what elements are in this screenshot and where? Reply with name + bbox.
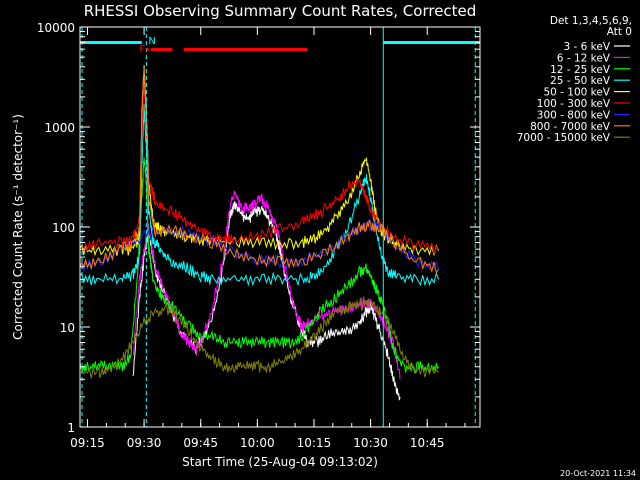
x-axis-label: Start Time (25-Aug-04 09:13:02) — [182, 455, 378, 469]
flare-bar — [183, 48, 308, 51]
flag-label: F — [139, 44, 145, 55]
series-line — [79, 67, 440, 275]
legend-header: Att 0 — [607, 26, 632, 38]
chart-title: RHESSI Observing Summary Count Rates, Co… — [84, 2, 477, 20]
series-line — [79, 104, 440, 287]
legend-label: 3 - 6 keV — [563, 41, 610, 53]
y-tick-label: 1 — [67, 421, 75, 435]
y-tick-label: 100 — [52, 221, 75, 235]
x-tick-label: 09:45 — [183, 436, 218, 450]
legend-label: 12 - 25 keV — [550, 64, 611, 76]
series-line — [132, 201, 401, 401]
footer-timestamp: 20-Oct-2021 11:34 — [560, 469, 636, 478]
y-axis-label: Corrected Count Rate (s⁻¹ detector⁻¹) — [11, 114, 25, 340]
x-axis: 09:15 09:30 09:45 10:00 10:15 10:30 10:45 — [70, 27, 466, 450]
flag-label: N — [148, 36, 155, 47]
legend-label: 100 - 300 keV — [537, 98, 611, 110]
x-tick-label: 10:00 — [240, 436, 275, 450]
series-line — [79, 297, 439, 379]
x-tick-label: 09:15 — [70, 436, 105, 450]
legend-label: 6 - 12 keV — [557, 52, 611, 64]
legend-label: 25 - 50 keV — [550, 75, 611, 87]
legend-label: 300 - 800 keV — [537, 109, 611, 121]
y-tick-label: 10 — [60, 321, 75, 335]
series-layer — [79, 65, 440, 401]
x-tick-label: 09:30 — [127, 436, 162, 450]
y-tick-label: 10000 — [37, 21, 75, 35]
flare-bar — [150, 48, 173, 51]
legend-label: 7000 - 15000 keV — [517, 132, 611, 144]
y-tick-label: 1000 — [44, 121, 75, 135]
night-bar — [80, 41, 142, 44]
legend-label: 800 - 7000 keV — [530, 121, 611, 133]
legend-header: Det 1,3,4,5,6,9, — [550, 15, 632, 27]
y-axis: 1 10 100 1000 10000 — [37, 21, 480, 435]
x-tick-label: 10:15 — [297, 436, 332, 450]
x-tick-label: 10:30 — [353, 436, 388, 450]
legend-label: 50 - 100 keV — [543, 87, 610, 99]
night-bar — [383, 41, 480, 44]
flare-bar — [146, 48, 149, 51]
x-tick-label: 10:45 — [410, 436, 445, 450]
